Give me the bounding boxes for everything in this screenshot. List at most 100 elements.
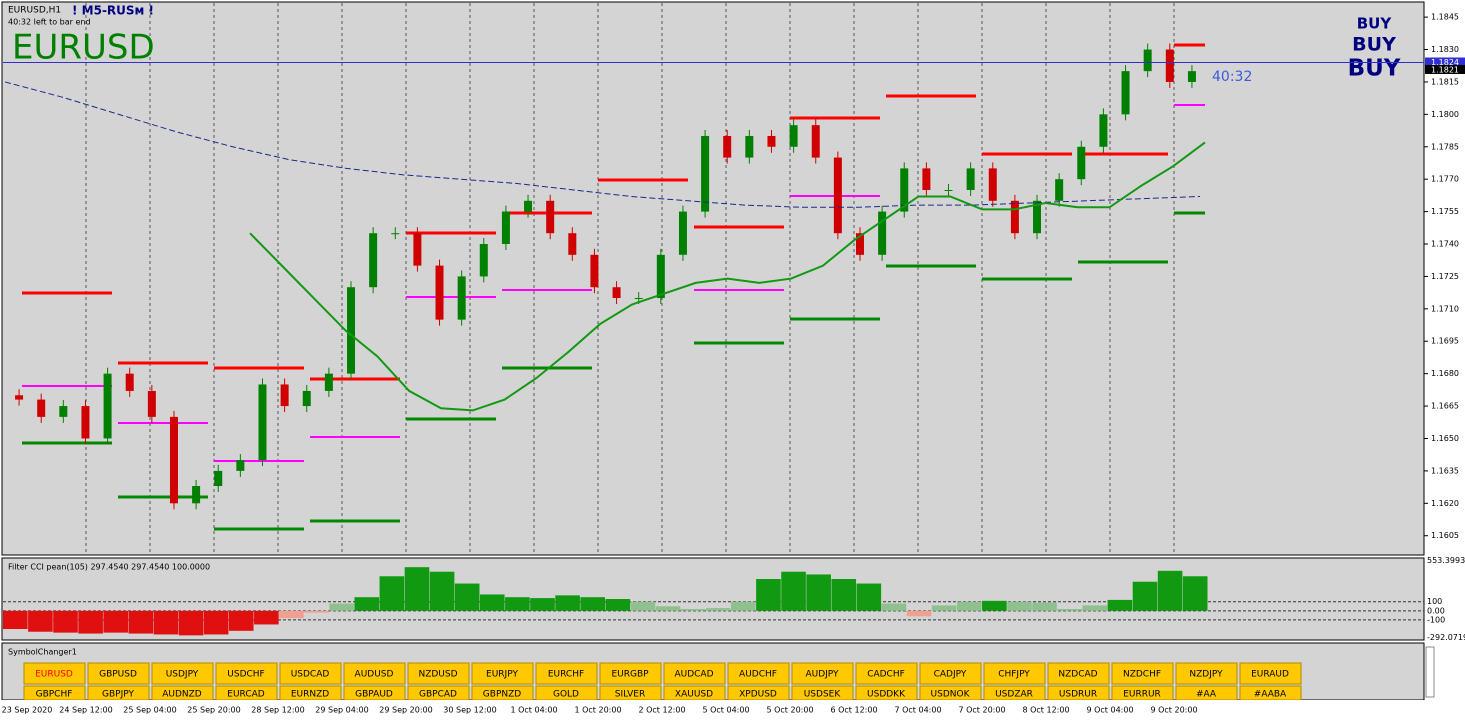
symbol-button-label: XPDUSD: [739, 690, 777, 700]
symbol-button-label: AUDCHF: [739, 670, 777, 680]
histogram-bar: [254, 610, 279, 625]
histogram-bar: [605, 599, 631, 611]
symbol-button[interactable]: [855, 662, 918, 685]
time-label: 7 Oct 04:00: [894, 706, 941, 715]
time-label: 1 Oct 20:00: [574, 706, 621, 715]
slow-ma: [4, 81, 1201, 208]
symbol-button-label: CADCHF: [867, 670, 905, 680]
symbol-button-label: GBPCHF: [36, 690, 73, 700]
symbol-period: EURUSD,H1: [8, 6, 61, 16]
candle: [656, 254, 665, 299]
candle: [258, 384, 267, 461]
histogram-bar: [856, 583, 882, 611]
histogram-bar: [1007, 601, 1032, 611]
histogram-bar: [354, 597, 380, 611]
symbol-button[interactable]: [599, 662, 662, 685]
histogram-bar: [1182, 576, 1208, 611]
histogram-bar: [982, 600, 1007, 611]
candle: [701, 135, 710, 212]
scrollbar[interactable]: [1425, 646, 1435, 698]
symbol-button[interactable]: [1111, 662, 1174, 685]
candle: [833, 157, 842, 234]
histogram-bar: [203, 610, 229, 635]
symbol-button[interactable]: [279, 662, 342, 685]
symbol-button[interactable]: [343, 662, 406, 685]
price-label: 1.1665: [1431, 402, 1459, 411]
price-label: 1.1800: [1431, 110, 1459, 119]
candle: [169, 416, 178, 504]
candle: [413, 233, 422, 266]
time-label: 30 Sep 12:00: [443, 706, 496, 715]
symbol-button[interactable]: [471, 662, 534, 685]
symbol-button-label: CADJPY: [934, 670, 967, 680]
symbol-button-label: EURJPY: [486, 670, 518, 680]
candle: [37, 399, 46, 417]
candle: [922, 168, 931, 190]
bar-timer: 40:32: [1212, 69, 1252, 85]
histogram-bar: [630, 601, 656, 611]
symbol-button-label: EURAUD: [1251, 670, 1289, 680]
indicator-name: ! M5-RUSм !: [72, 4, 154, 18]
candle: [125, 373, 134, 391]
symbol-button[interactable]: [215, 662, 278, 685]
time-label: 2 Oct 12:00: [638, 706, 685, 715]
symbol-button[interactable]: [919, 662, 982, 685]
symbol-button[interactable]: [727, 662, 790, 685]
price-label: 1.1725: [1431, 272, 1459, 281]
symbol-button-label: EURCAD: [227, 690, 265, 700]
candle: [479, 244, 488, 277]
price-label: 1.1695: [1431, 337, 1459, 346]
candle: [878, 211, 887, 255]
indicator-tick: -292.0719: [1427, 633, 1465, 642]
bid-tag: [1425, 64, 1465, 74]
symbol-button-label: GBPCAD: [419, 690, 457, 700]
candle: [1033, 200, 1042, 234]
symbol-button-label: AUDNZD: [162, 690, 202, 700]
histogram-bar: [279, 610, 304, 619]
candle: [900, 168, 909, 212]
symbol-button[interactable]: [87, 662, 150, 685]
candle: [524, 200, 533, 212]
candle: [347, 287, 356, 374]
indicator-label: Filter CCI pean(105) 297.4540 297.4540 1…: [8, 563, 210, 572]
symbol-button[interactable]: [151, 662, 214, 685]
histogram-bar: [1157, 570, 1183, 611]
symbol-button-label: GBPJPY: [102, 690, 134, 700]
time-label: 29 Sep 04:00: [315, 706, 368, 715]
symbol-button[interactable]: [663, 662, 726, 685]
histogram-bar: [705, 608, 731, 611]
symbol-button[interactable]: [1175, 662, 1238, 685]
symbol-button[interactable]: [1047, 662, 1110, 685]
histogram-bar: [655, 606, 681, 611]
time-label: 1 Oct 04:00: [510, 706, 557, 715]
fast-ma: [249, 141, 1206, 412]
time-label: 29 Sep 20:00: [379, 706, 432, 715]
time-label: 25 Sep 04:00: [123, 706, 176, 715]
symbol-button-label: USDNOK: [931, 690, 971, 700]
symbol-button-label: USDZAR: [995, 690, 1033, 700]
price-label: 1.1710: [1431, 304, 1459, 313]
symbol-button-label: AUDJPY: [805, 670, 839, 680]
symbol-button[interactable]: [983, 662, 1046, 685]
time-label: 28 Sep 12:00: [251, 706, 304, 715]
histogram-bar: [304, 610, 329, 613]
symbol-button[interactable]: [23, 662, 86, 685]
candle: [302, 390, 311, 407]
candle: [811, 125, 820, 158]
histogram-bar: [128, 610, 154, 634]
candle: [855, 233, 864, 255]
candle: [1055, 179, 1064, 201]
symbol-button[interactable]: [407, 662, 470, 685]
candle: [457, 276, 466, 320]
symbol-button[interactable]: [791, 662, 854, 685]
price-label: 1.1635: [1431, 466, 1459, 475]
histogram-bar: [404, 567, 430, 611]
buy-signal: BUY: [1352, 34, 1396, 56]
candle: [1165, 49, 1174, 82]
price-label: 1.1620: [1431, 499, 1459, 508]
histogram-bar: [505, 597, 530, 611]
symbol-button[interactable]: [1239, 662, 1302, 685]
candle: [501, 211, 510, 245]
symbol-button-label: EURRUR: [1123, 690, 1161, 700]
symbol-button[interactable]: [535, 662, 598, 685]
